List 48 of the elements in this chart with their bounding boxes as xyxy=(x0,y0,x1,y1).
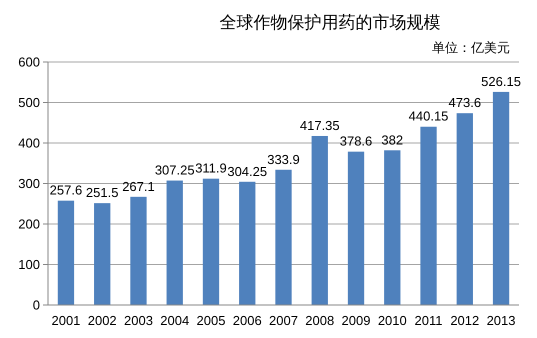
data-label: 257.6 xyxy=(50,182,82,198)
data-label: 307.25 xyxy=(154,162,195,178)
x-tick-label: 2004 xyxy=(160,313,190,328)
x-tick-label: 2011 xyxy=(414,313,443,328)
data-label: 311.9 xyxy=(195,160,227,176)
x-tick-label: 2001 xyxy=(51,313,80,328)
data-label: 251.5 xyxy=(86,185,118,200)
data-label: 382 xyxy=(381,132,404,148)
data-label: 267.1 xyxy=(122,178,155,194)
data-label: 473.6 xyxy=(448,95,482,110)
data-label: 417.35 xyxy=(300,118,340,133)
y-tick-label: 400 xyxy=(18,136,40,151)
data-label: 526.15 xyxy=(481,74,521,89)
y-tick-label: 300 xyxy=(18,176,40,192)
x-tick-label: 2010 xyxy=(378,313,407,328)
bar xyxy=(384,150,400,305)
x-tick-label: 2006 xyxy=(232,313,262,328)
bar xyxy=(202,178,220,305)
bar xyxy=(420,126,437,305)
data-label: 440.15 xyxy=(408,108,448,124)
chart-title: 全球作物保护用药的市场规模 xyxy=(220,13,440,33)
bar xyxy=(130,196,147,305)
bar xyxy=(275,170,292,305)
chart-subtitle: 单位：亿美元 xyxy=(432,40,510,56)
x-tick-label: 2012 xyxy=(450,313,480,328)
y-tick-label: 200 xyxy=(18,216,40,232)
x-tick-label: 2007 xyxy=(269,313,298,328)
x-tick-label: 2009 xyxy=(342,313,370,328)
bar xyxy=(166,180,183,305)
x-tick-label: 2008 xyxy=(305,313,334,328)
y-tick-label: 100 xyxy=(18,257,40,272)
bar xyxy=(348,152,364,305)
data-label: 333.9 xyxy=(267,152,300,167)
bar xyxy=(492,92,510,305)
bar xyxy=(239,182,256,305)
x-tick-label: 2003 xyxy=(124,313,153,328)
x-tick-label: 2013 xyxy=(486,313,516,328)
bar xyxy=(312,136,328,305)
bar xyxy=(94,203,110,305)
y-tick-label: 0 xyxy=(32,298,40,313)
x-tick-label: 2002 xyxy=(88,313,117,328)
data-label: 304.25 xyxy=(227,164,268,179)
bar xyxy=(456,113,473,305)
y-tick-label: 600 xyxy=(18,54,40,70)
bar xyxy=(58,200,74,305)
data-label: 378.6 xyxy=(340,134,372,149)
x-tick-label: 2005 xyxy=(196,313,226,328)
y-tick-label: 500 xyxy=(18,95,40,110)
